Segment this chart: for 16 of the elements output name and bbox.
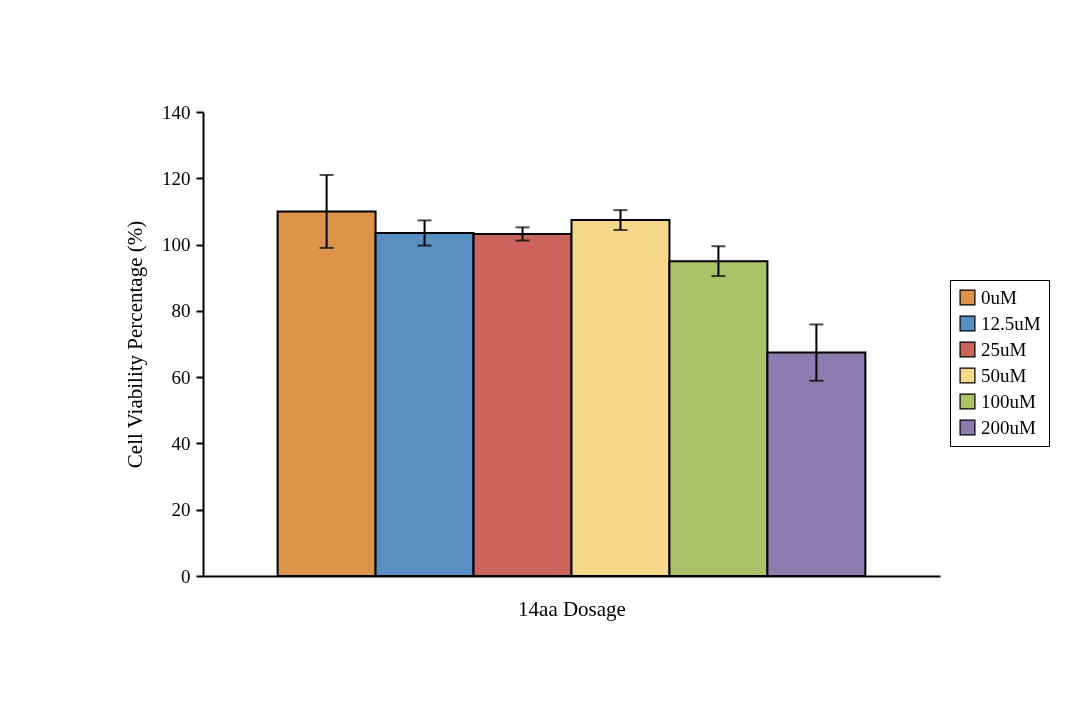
legend-label: 200uM: [981, 416, 1036, 438]
y-tick-label: 100: [162, 234, 191, 256]
y-tick-label: 140: [162, 101, 191, 123]
y-tick-label: 120: [162, 167, 191, 189]
y-tick-label: 80: [171, 300, 191, 322]
x-axis-title: 14aa Dosage: [518, 596, 626, 621]
y-tick-label: 40: [171, 432, 191, 454]
legend-label: 100uM: [981, 390, 1036, 412]
y-tick-label: 20: [171, 499, 191, 521]
y-axis-title: Cell Viability Percentage (%): [123, 220, 147, 469]
legend-label: 0uM: [981, 286, 1017, 308]
legend-label: 12.5uM: [981, 312, 1041, 334]
legend-label: 50uM: [981, 364, 1027, 386]
y-tick-label: 0: [181, 565, 191, 587]
y-tick-label: 60: [171, 366, 191, 388]
legend-label: 25uM: [981, 338, 1027, 360]
